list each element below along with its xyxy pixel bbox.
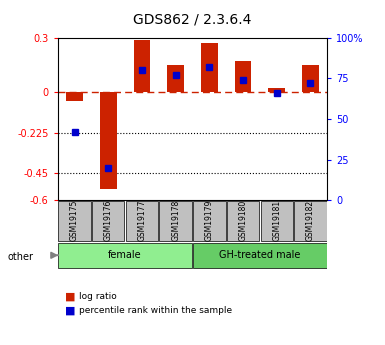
- Bar: [134, 40, 151, 92]
- Bar: [302, 65, 319, 92]
- Bar: [100, 92, 117, 189]
- FancyBboxPatch shape: [126, 200, 158, 241]
- FancyBboxPatch shape: [92, 200, 124, 241]
- FancyBboxPatch shape: [193, 200, 226, 241]
- Text: GH-treated male: GH-treated male: [219, 250, 301, 260]
- Text: GSM19181: GSM19181: [272, 200, 281, 242]
- FancyBboxPatch shape: [59, 200, 91, 241]
- FancyBboxPatch shape: [159, 200, 192, 241]
- Text: GSM19175: GSM19175: [70, 200, 79, 242]
- Text: GSM19182: GSM19182: [306, 200, 315, 242]
- Text: log ratio: log ratio: [79, 292, 117, 301]
- Text: ■: ■: [65, 292, 76, 302]
- FancyBboxPatch shape: [59, 243, 192, 268]
- Text: female: female: [108, 250, 142, 260]
- Bar: [66, 92, 83, 101]
- Text: GSM19179: GSM19179: [205, 200, 214, 242]
- Text: GSM19176: GSM19176: [104, 200, 113, 242]
- Text: percentile rank within the sample: percentile rank within the sample: [79, 306, 232, 315]
- Bar: [268, 88, 285, 92]
- FancyBboxPatch shape: [227, 200, 259, 241]
- Text: GSM19177: GSM19177: [137, 200, 146, 242]
- Text: GDS862 / 2.3.6.4: GDS862 / 2.3.6.4: [133, 12, 252, 26]
- Text: ■: ■: [65, 306, 76, 315]
- Text: GSM19180: GSM19180: [239, 200, 248, 242]
- FancyBboxPatch shape: [261, 200, 293, 241]
- Bar: [201, 43, 218, 92]
- Text: other: other: [8, 252, 34, 262]
- FancyBboxPatch shape: [193, 243, 326, 268]
- Text: GSM19178: GSM19178: [171, 200, 180, 242]
- FancyBboxPatch shape: [294, 200, 326, 241]
- Bar: [234, 61, 251, 92]
- Bar: [167, 65, 184, 92]
